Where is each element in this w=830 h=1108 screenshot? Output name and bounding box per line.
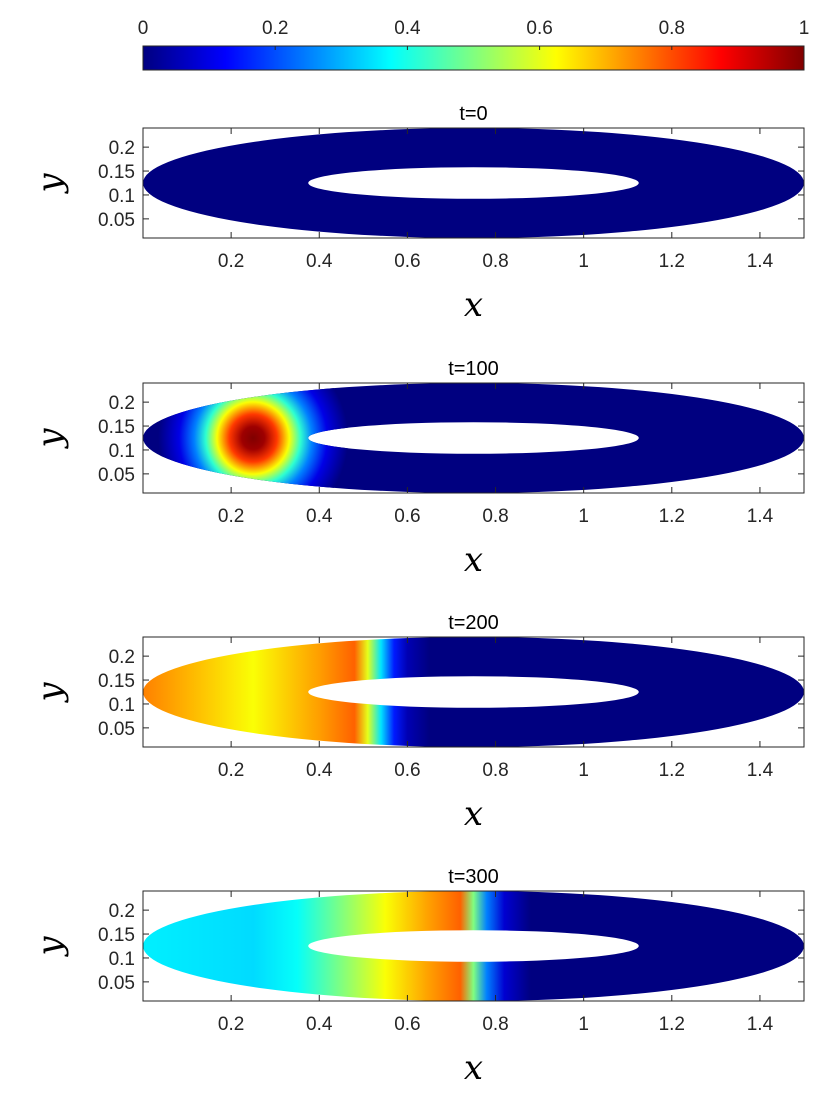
plot-frame [142, 382, 805, 494]
panel-title: t=100 [448, 358, 499, 380]
y-tick-label: 0.15 [98, 671, 135, 692]
x-tick-label: 1.4 [747, 506, 774, 527]
x-axis-label: x [464, 540, 483, 580]
colorbar-tick-label: 0.8 [659, 18, 685, 39]
x-tick-label: 0.8 [482, 251, 508, 272]
x-axis-label: x [464, 794, 483, 834]
x-tick-label: 0.8 [482, 506, 508, 527]
x-tick-label: 1 [578, 1014, 589, 1035]
x-tick-label: 1.2 [659, 1014, 685, 1035]
colorbar-frame [142, 45, 805, 71]
panel: t=300 0.2 0.4 0.6 0.8 1 1.2 1.4 0.05 0.1 0.15 0.2 x y [30, 866, 805, 1088]
x-tick-label: 1.4 [747, 251, 774, 272]
x-tick-label: 0.4 [306, 506, 333, 527]
y-tick-label: 0.05 [98, 465, 135, 486]
panel-title: t=300 [448, 866, 499, 888]
colorbar-tick-label: 0.2 [262, 18, 288, 39]
colorbar-gradient [143, 46, 804, 70]
y-tick-label: 0.2 [109, 901, 135, 922]
plot-frame [142, 127, 805, 239]
panels: t=00.2 0.4 0.6 0.8 1 1.2 1.40.050.10.150.2xyt=… [30, 103, 805, 1088]
colorbar: 0 0.2 0.4 0.6 0.8 1 [138, 18, 810, 71]
y-axis-label: y [30, 428, 70, 450]
y-tick-label: 0.2 [109, 393, 135, 414]
y-tick-label: 0.05 [98, 973, 135, 994]
y-tick-label: 0.1 [109, 949, 135, 970]
x-tick-label: 0.6 [394, 1014, 420, 1035]
x-tick-label: 0.4 [306, 760, 333, 781]
panel: t=0 0.2 0.4 0.6 0.8 1 1.2 1.4 0.05 0.1 0.15 0.2 x y [30, 103, 805, 325]
panel: t=200 0.2 0.4 0.6 0.8 1 1.2 1.4 0.05 0.1 0.15 0.2 x y [30, 612, 805, 834]
plot-frame [142, 636, 805, 748]
y-tick-label: 0.15 [98, 162, 135, 183]
x-tick-label: 0.6 [394, 760, 420, 781]
y-tick-label: 0.05 [98, 719, 135, 740]
x-tick-label: 1.4 [747, 1014, 774, 1035]
panel: t=100 0.2 0.4 0.6 0.8 1 1.2 1.4 0.05 0.1 0.15 0.2 x y [30, 358, 805, 580]
y-axis-label: y [30, 936, 70, 958]
y-axis-label: y [30, 682, 70, 704]
y-tick-label: 0.05 [98, 210, 135, 231]
y-tick-label: 0.1 [109, 695, 135, 716]
x-tick-label: 0.8 [482, 760, 508, 781]
x-tick-label: 1.2 [659, 506, 685, 527]
x-axis-label: x [464, 285, 483, 325]
field-region [143, 890, 804, 1001]
y-tick-label: 0.15 [98, 925, 135, 946]
y-tick-label: 0.2 [109, 647, 135, 668]
x-tick-label: 1 [578, 251, 589, 272]
x-tick-label: 0.2 [218, 760, 244, 781]
x-tick-label: 1.2 [659, 251, 685, 272]
y-tick-label: 0.15 [98, 417, 135, 438]
x-tick-label: 1.2 [659, 760, 685, 781]
x-tick-label: 0.8 [482, 1014, 508, 1035]
y-tick-label: 0.2 [109, 138, 135, 159]
plot-frame [142, 890, 805, 1002]
colorbar-tick-label: 0.6 [526, 18, 552, 39]
x-tick-label: 0.2 [218, 1014, 244, 1035]
field-peak [158, 382, 349, 493]
x-tick-label: 1 [578, 506, 589, 527]
x-tick-label: 0.4 [306, 251, 333, 272]
y-tick-label: 0.1 [109, 186, 135, 207]
colorbar-tick-label: 1 [799, 18, 810, 39]
x-tick-label: 1.4 [747, 760, 774, 781]
x-tick-label: 0.2 [218, 506, 244, 527]
colorbar-tick-label: 0 [138, 18, 149, 39]
x-axis-label: x [464, 1048, 483, 1088]
x-tick-label: 1 [578, 760, 589, 781]
x-tick-label: 0.6 [394, 251, 420, 272]
field-region [143, 127, 804, 238]
y-tick-label: 0.1 [109, 441, 135, 462]
x-tick-label: 0.2 [218, 251, 244, 272]
panel-title: t=0 [459, 103, 487, 125]
colorbar-tick-label: 0.4 [394, 18, 421, 39]
field-region [143, 637, 804, 747]
y-axis-label: y [30, 173, 70, 195]
x-tick-label: 0.4 [306, 1014, 333, 1035]
x-tick-label: 0.6 [394, 506, 420, 527]
panel-title: t=200 [448, 612, 499, 634]
